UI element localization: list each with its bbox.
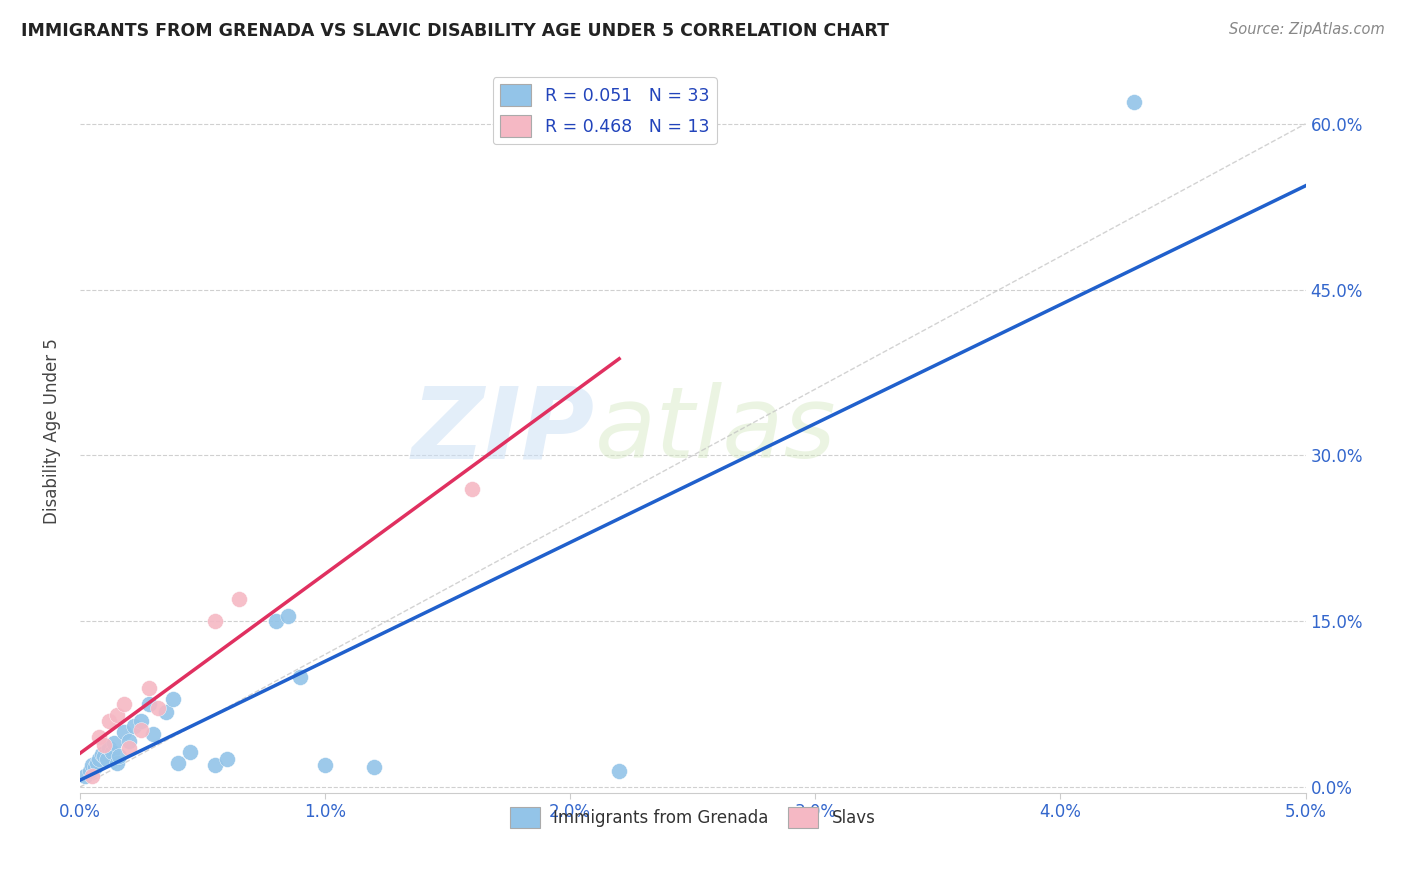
Point bbox=[290, 669, 312, 683]
Point bbox=[167, 756, 190, 770]
Text: IMMIGRANTS FROM GRENADA VS SLAVIC DISABILITY AGE UNDER 5 CORRELATION CHART: IMMIGRANTS FROM GRENADA VS SLAVIC DISABI… bbox=[21, 22, 889, 40]
Point bbox=[204, 758, 226, 772]
Y-axis label: Disability Age Under 5: Disability Age Under 5 bbox=[44, 338, 60, 524]
Point bbox=[112, 724, 135, 739]
Point bbox=[162, 691, 184, 706]
Point bbox=[73, 769, 96, 783]
Point bbox=[82, 769, 104, 783]
Point bbox=[129, 723, 152, 737]
Point bbox=[89, 731, 111, 745]
Point bbox=[105, 756, 128, 770]
Text: Source: ZipAtlas.com: Source: ZipAtlas.com bbox=[1229, 22, 1385, 37]
Point bbox=[228, 592, 250, 607]
Point bbox=[138, 697, 160, 711]
Text: atlas: atlas bbox=[595, 382, 837, 479]
Point bbox=[277, 608, 299, 623]
Point bbox=[96, 752, 118, 766]
Point bbox=[129, 714, 152, 728]
Point bbox=[118, 741, 141, 756]
Point bbox=[138, 681, 160, 695]
Point bbox=[215, 752, 238, 766]
Point bbox=[179, 745, 201, 759]
Point bbox=[148, 700, 170, 714]
Point bbox=[607, 764, 630, 778]
Point bbox=[98, 741, 121, 756]
Point bbox=[93, 749, 115, 764]
Point bbox=[122, 719, 145, 733]
Point bbox=[79, 764, 101, 778]
Point bbox=[204, 615, 226, 629]
Point bbox=[118, 733, 141, 747]
Point bbox=[98, 714, 121, 728]
Point bbox=[89, 752, 111, 766]
Point bbox=[100, 745, 122, 759]
Point bbox=[93, 738, 115, 752]
Point bbox=[461, 482, 484, 496]
Point bbox=[155, 705, 177, 719]
Legend: Immigrants from Grenada, Slavs: Immigrants from Grenada, Slavs bbox=[503, 800, 883, 835]
Point bbox=[86, 756, 108, 770]
Point bbox=[103, 736, 125, 750]
Point bbox=[363, 760, 385, 774]
Point bbox=[108, 749, 131, 764]
Point bbox=[1122, 95, 1144, 109]
Point bbox=[82, 758, 104, 772]
Point bbox=[142, 727, 165, 741]
Text: ZIP: ZIP bbox=[412, 382, 595, 479]
Point bbox=[90, 747, 112, 761]
Point bbox=[112, 697, 135, 711]
Point bbox=[83, 760, 105, 774]
Point bbox=[314, 758, 336, 772]
Point bbox=[105, 708, 128, 723]
Point bbox=[264, 615, 287, 629]
